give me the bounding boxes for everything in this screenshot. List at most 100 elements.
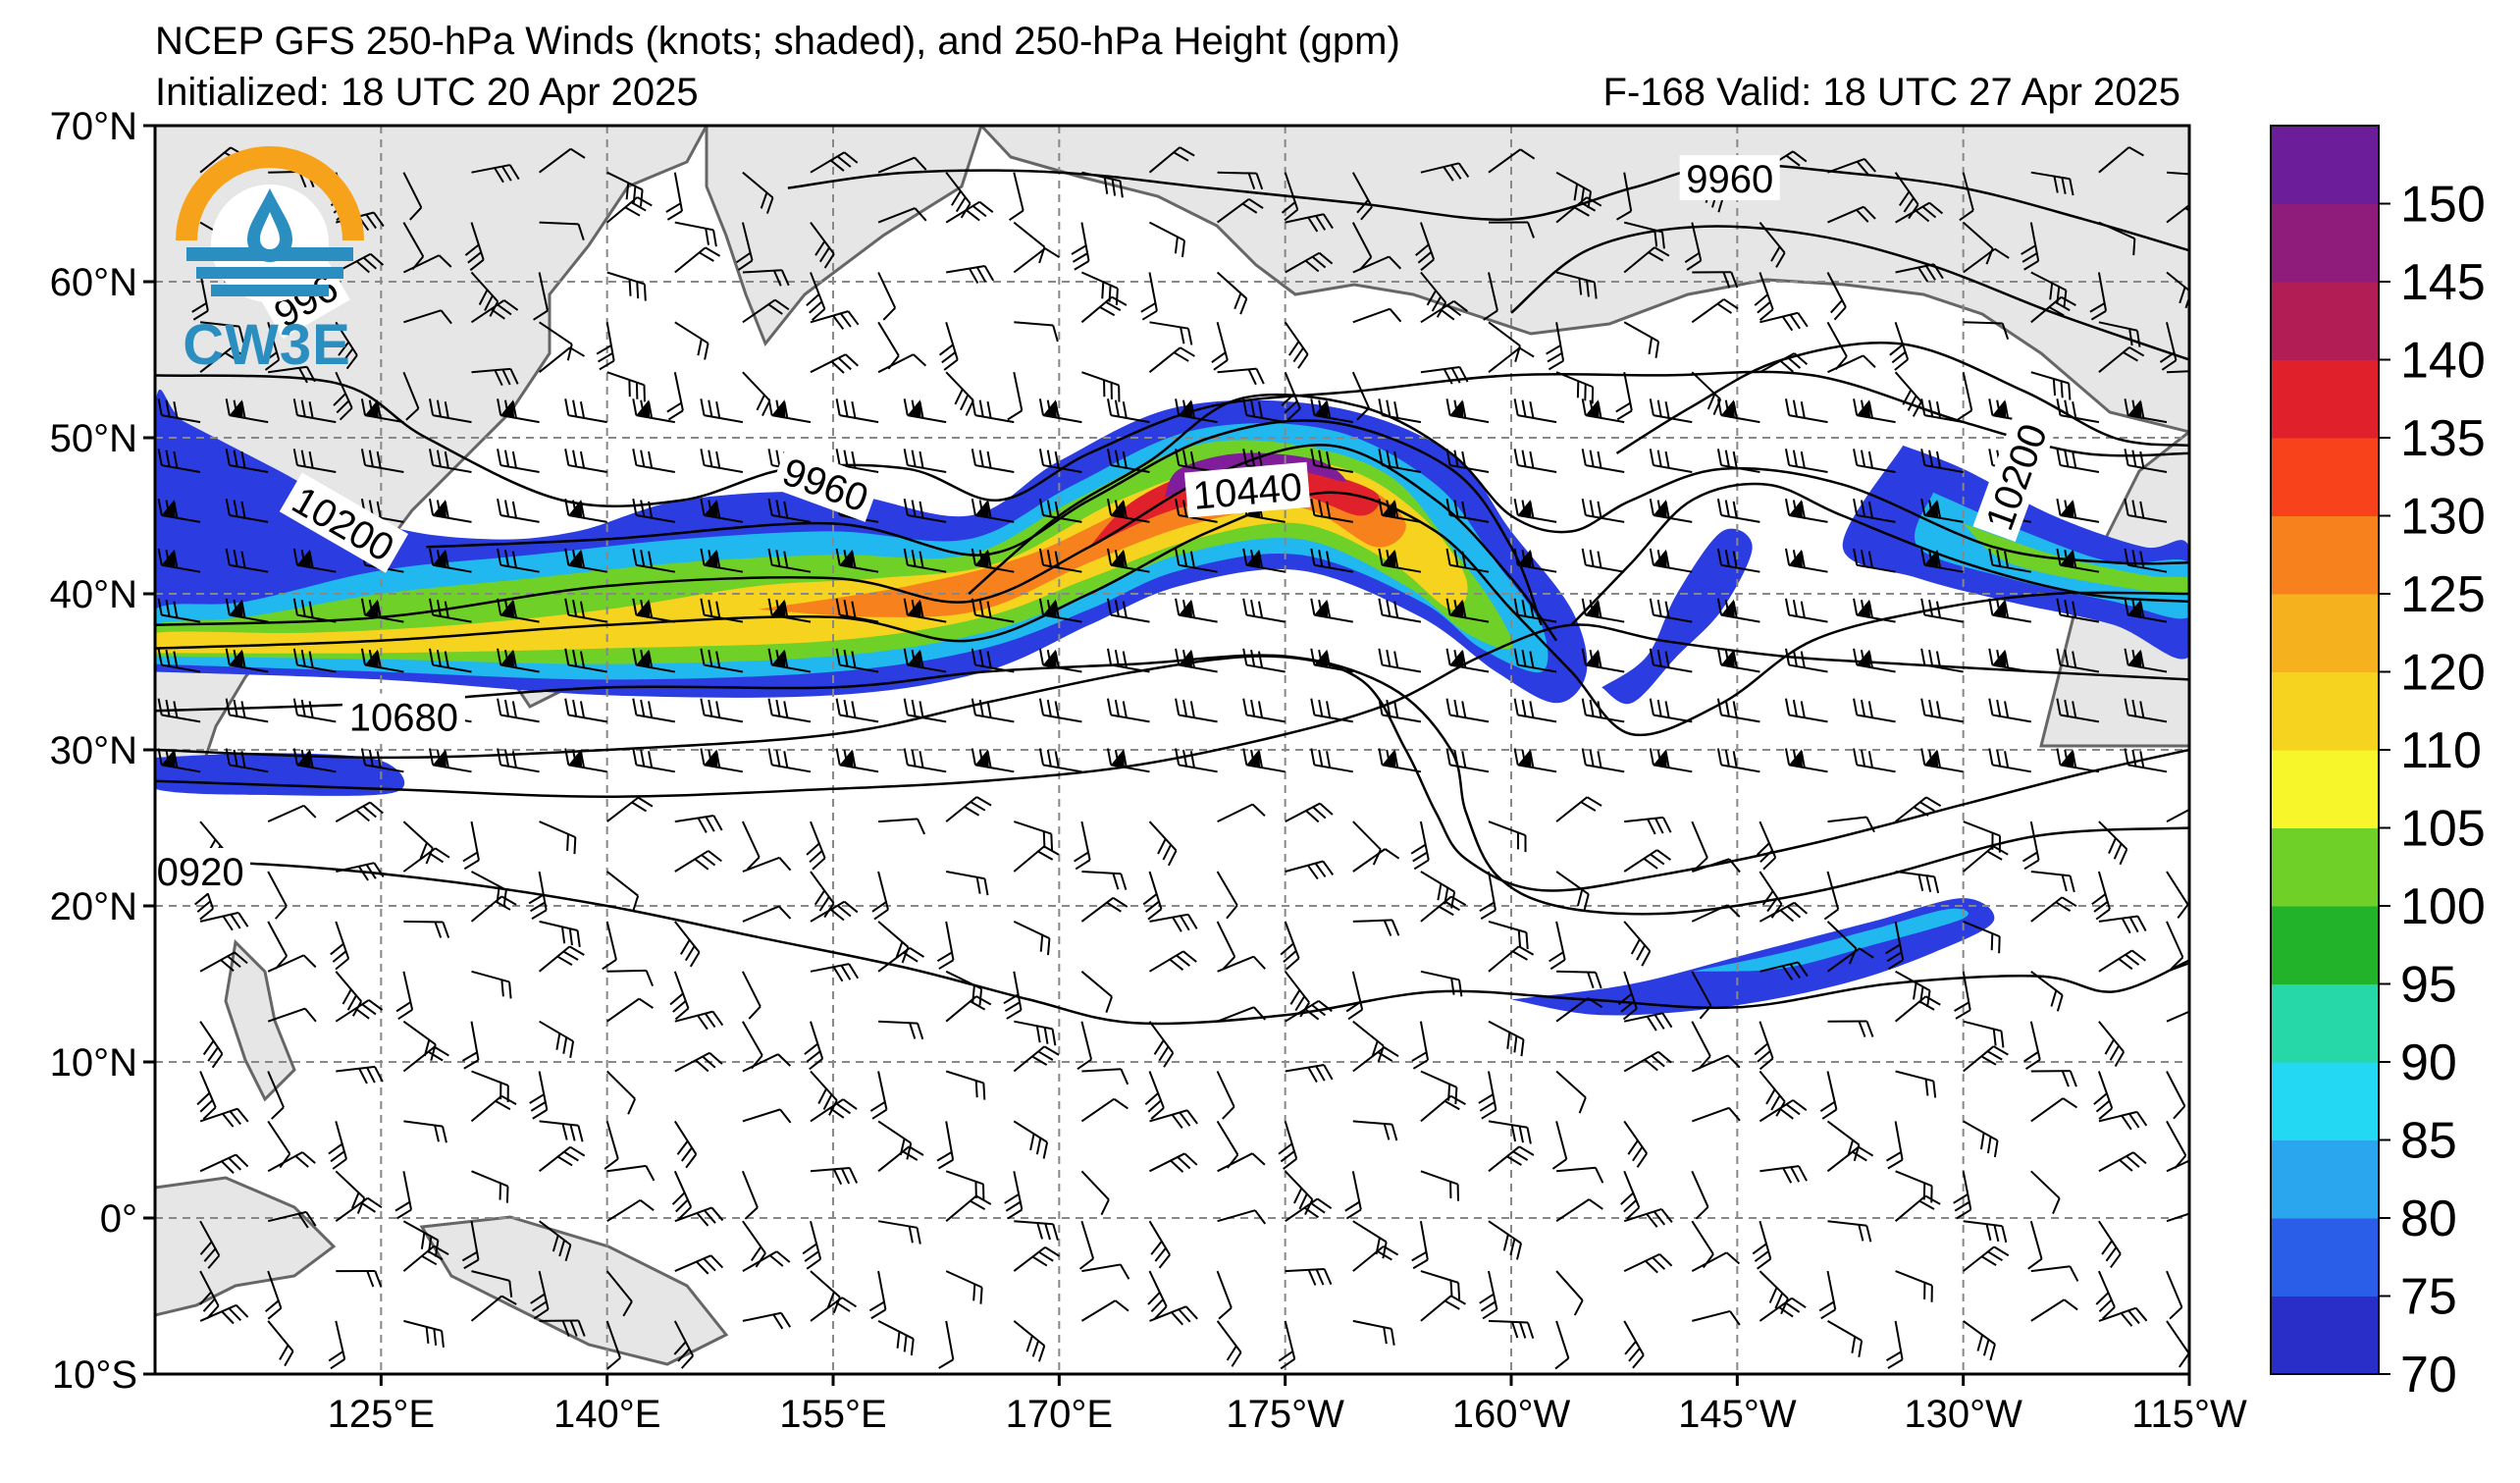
barb-feather <box>1779 909 1795 923</box>
barb-feather <box>811 308 826 321</box>
wind-barb <box>360 598 404 623</box>
barb-feather <box>165 649 171 667</box>
barb-feather <box>1106 449 1113 466</box>
barb-pennant <box>1992 399 2007 418</box>
barb-staff <box>1962 371 1973 411</box>
wind-barb <box>1149 1305 1198 1326</box>
height-contours <box>155 162 2189 1026</box>
barb-staff <box>161 613 201 623</box>
barb-feather <box>1933 875 1940 894</box>
barb-feather <box>982 1083 986 1100</box>
barb-staff <box>1352 848 1387 873</box>
barb-staff <box>1894 1320 1904 1360</box>
wind-barb <box>1827 1320 1864 1357</box>
wind-barb <box>1080 1097 1129 1123</box>
barb-staff <box>1013 1045 1045 1073</box>
barb-feather <box>300 450 306 467</box>
barb-feather <box>832 966 844 982</box>
barb-feather <box>2184 207 2189 218</box>
barb-feather <box>1993 1224 2000 1243</box>
barb-feather <box>1956 1208 1971 1220</box>
wind-barb <box>1649 748 1693 773</box>
logo-text: CW3E <box>183 313 351 377</box>
wind-barb <box>1217 367 1265 386</box>
barb-staff <box>742 371 771 401</box>
barb-feather <box>2136 330 2141 347</box>
barb-feather <box>1649 698 1654 715</box>
wind-barb <box>903 598 947 623</box>
barb-feather <box>919 551 924 568</box>
barb-feather <box>2128 146 2144 157</box>
barb-feather <box>1589 699 1595 717</box>
barb-feather <box>434 922 443 938</box>
barb-feather <box>1684 251 1701 264</box>
barb-feather <box>569 1040 575 1058</box>
barb-staff <box>810 222 835 255</box>
barb-feather <box>1924 1079 1929 1096</box>
barb-feather <box>222 915 234 931</box>
wind-barb <box>1080 1170 1110 1216</box>
barb-feather <box>1242 598 1248 615</box>
barb-staff <box>1827 1320 1863 1342</box>
barb-feather <box>1163 1052 1175 1068</box>
barb-pennant <box>365 649 379 667</box>
barb-staff <box>1420 271 1447 304</box>
barb-staff <box>1110 414 1150 424</box>
barb-feather <box>1437 883 1443 901</box>
wind-barb <box>1149 321 1193 345</box>
barb-feather <box>1863 205 1876 220</box>
barb-feather <box>294 1155 309 1168</box>
barb-feather <box>1518 945 1535 956</box>
barb-feather <box>1075 859 1091 871</box>
barb-pennant <box>1111 549 1125 568</box>
barb-feather <box>2105 1246 2118 1262</box>
barb-feather <box>1326 701 1332 718</box>
barb-feather <box>709 1254 724 1269</box>
wind-barb <box>602 921 617 971</box>
barb-feather <box>1038 398 1044 416</box>
wind-barb <box>606 271 647 301</box>
barb-feather <box>505 1186 509 1203</box>
barb-staff <box>568 464 607 473</box>
wind-barb <box>945 796 992 822</box>
barb-staff <box>2060 563 2100 573</box>
barb-feather <box>1792 600 1798 617</box>
barb-staff <box>2098 346 2130 373</box>
barb-feather <box>1431 295 1443 312</box>
wind-barb <box>1555 871 1590 911</box>
wind-barb <box>605 1320 621 1370</box>
barb-feather <box>366 1270 375 1288</box>
barb-feather <box>1757 1050 1771 1063</box>
wind-barb <box>199 1021 224 1069</box>
barb-staff <box>199 951 236 973</box>
barb-feather <box>464 243 480 256</box>
barb-feather <box>1241 202 1258 214</box>
barb-feather <box>775 550 781 567</box>
barb-staff <box>1149 321 1189 330</box>
barb-feather <box>1986 1050 2003 1061</box>
barb-feather <box>1982 1339 1990 1356</box>
barb-feather <box>1573 1299 1584 1316</box>
barb-feather <box>1597 751 1602 768</box>
barb-feather <box>960 394 970 411</box>
barb-pennant <box>636 599 651 618</box>
wind-barb <box>497 698 540 723</box>
wind-barb <box>700 498 744 523</box>
barb-feather <box>2127 1309 2140 1325</box>
barb-staff <box>1013 172 1024 211</box>
barb-feather <box>500 1295 517 1305</box>
barb-feather <box>1920 548 1926 565</box>
barb-staff <box>1351 222 1373 258</box>
wind-barb <box>1623 1208 1673 1228</box>
barb-staff <box>1963 1020 2002 1033</box>
barb-feather <box>902 1150 919 1161</box>
barb-staff <box>877 1071 888 1110</box>
barb-feather <box>671 1192 686 1205</box>
wind-barb <box>462 821 480 871</box>
barb-staff <box>2127 513 2168 523</box>
barb-feather <box>2055 901 2072 912</box>
barb-feather <box>2173 1105 2186 1120</box>
barb-feather <box>1891 350 1907 364</box>
barb-staff <box>877 1145 910 1173</box>
barb-feather <box>2064 699 2070 717</box>
